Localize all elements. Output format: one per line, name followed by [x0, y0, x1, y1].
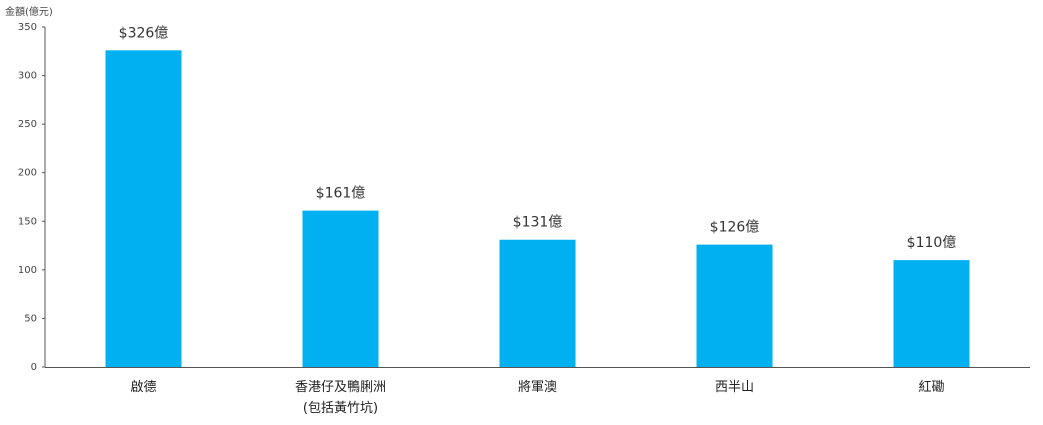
x-tick-label: 將軍澳: [517, 380, 557, 395]
bar: [499, 239, 576, 367]
y-axis-label: 金額(億元): [5, 5, 53, 18]
value-label: $161億: [316, 186, 366, 202]
y-tick-label: 350: [18, 22, 37, 33]
value-label: $110億: [907, 235, 957, 251]
x-tick-label: 香港仔及鴨脷洲 (包括黃竹坑): [294, 380, 386, 416]
bar: [893, 260, 970, 367]
y-tick-label: 200: [18, 168, 37, 179]
y-tick-label: 250: [18, 119, 37, 130]
x-tick-label: 西半山: [714, 380, 754, 395]
y-tick-label: 300: [18, 71, 37, 82]
value-label: $126億: [710, 220, 760, 236]
y-tick-label: 0: [31, 362, 37, 373]
x-tick-label: 紅磡: [918, 380, 945, 395]
y-tick-label: 150: [18, 216, 37, 227]
x-tick-label: 啟德: [130, 380, 157, 395]
y-tick-label: 100: [18, 265, 37, 276]
bar: [105, 50, 182, 368]
bar: [696, 244, 773, 367]
value-label: $131億: [513, 215, 563, 231]
value-label: $326億: [119, 25, 169, 41]
y-tick-label: 50: [24, 313, 37, 324]
bar: [302, 210, 379, 367]
